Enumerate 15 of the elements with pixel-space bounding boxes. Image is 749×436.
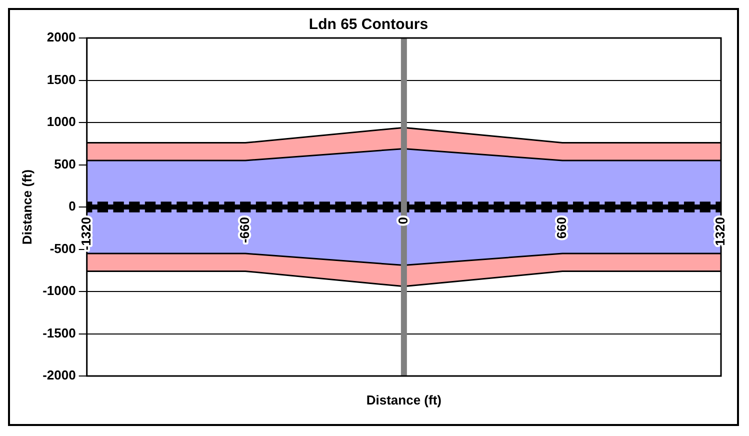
y-tick-label: -2000 bbox=[42, 368, 76, 383]
y-tick-label: 1000 bbox=[46, 114, 76, 130]
y-tick-label: 0 bbox=[68, 198, 76, 214]
y-tick-label: -500 bbox=[50, 240, 76, 256]
x-tick-label: 0 bbox=[396, 217, 411, 224]
y-tick-label: 2000 bbox=[46, 30, 76, 45]
x-tick-label: -660 bbox=[236, 217, 252, 244]
chart-title: Ldn 65 Contours bbox=[308, 16, 428, 34]
y-tick-label: 1500 bbox=[46, 72, 76, 87]
y-tick-label: -1000 bbox=[42, 283, 76, 298]
x-tick-label: 660 bbox=[554, 217, 570, 239]
x-axis-title: Distance (ft) bbox=[366, 392, 442, 408]
y-tick-label: -1500 bbox=[42, 325, 76, 340]
y-axis-title: Distance (ft) bbox=[19, 169, 34, 245]
y-tick-label: 500 bbox=[54, 156, 76, 172]
